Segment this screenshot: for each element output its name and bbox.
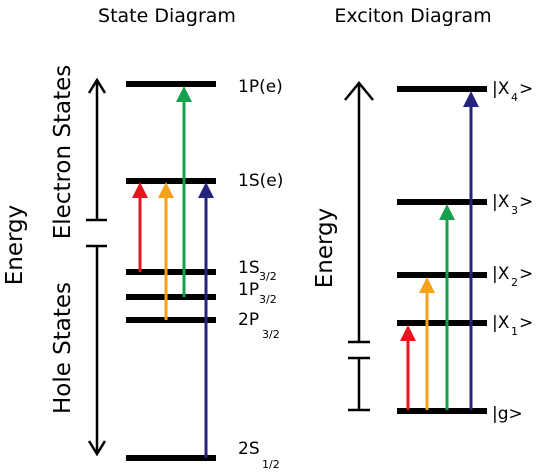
svg-text:3: 3 [511,204,518,217]
level-2p-3-2 [126,317,216,323]
svg-text:|X: |X [492,192,510,212]
level-1s-e [126,178,216,184]
exciton-diagram: Exciton Diagram Energy |X 4 [312,5,533,424]
label-1s-e: 1S(e) [238,171,283,191]
state-energy-label: Energy [2,205,28,286]
level-x4 [397,86,487,92]
transition-arrowhead-blue [198,182,214,198]
level-x3 [397,199,487,205]
label-x2: |X 2 > [492,264,533,289]
transition-arrowhead-red [132,182,148,198]
svg-text:1P: 1P [238,280,259,300]
exciton-energy-label: Energy [312,208,338,289]
label-1p-e: 1P(e) [238,77,283,97]
exciton-arrowhead-orange [419,277,435,293]
label-2s-1-2: 2S 1/2 [238,439,280,471]
svg-text:|X: |X [492,264,510,284]
svg-text:>: > [519,79,533,99]
electron-states-label: Electron States [50,65,76,240]
label-2p-3-2: 2P 3/2 [238,310,280,341]
level-x2 [397,272,487,278]
exciton-diagram-title: Exciton Diagram [334,5,491,27]
hole-energy-arrow [86,244,107,457]
svg-text:1/2: 1/2 [262,458,280,471]
label-1s-3-2: 1S 3/2 [238,258,277,283]
level-1s-3-2 [126,269,216,275]
exciton-arrowhead-red [400,325,416,341]
svg-text:>: > [519,264,533,284]
svg-text:4: 4 [511,91,518,104]
svg-text:2S: 2S [238,439,260,459]
svg-text:|X: |X [492,313,510,333]
exciton-arrowhead-blue [463,91,479,107]
transition-arrowhead-green [176,86,192,102]
label-x3: |X 3 > [492,192,533,217]
svg-text:3/2: 3/2 [259,293,277,306]
svg-text:3/2: 3/2 [262,328,280,341]
electron-energy-arrow [86,77,107,222]
svg-text:>: > [519,192,533,212]
svg-text:|X: |X [492,79,510,99]
state-diagram-title: State Diagram [98,5,236,27]
svg-text:3/2: 3/2 [259,270,277,283]
exciton-arrowhead-green [439,204,455,220]
svg-text:1S: 1S [238,258,260,278]
level-1p-e [126,81,216,87]
label-x4: |X 4 > [492,79,533,104]
svg-text:>: > [519,313,533,333]
label-x1: |X 1 > [492,313,533,338]
label-g: |g> [492,404,523,424]
hole-states-label: Hole States [50,282,76,414]
svg-text:2P: 2P [238,310,259,330]
svg-text:2: 2 [511,276,518,289]
transition-arrowhead-orange [158,182,174,198]
level-2s-1-2 [126,455,216,461]
level-1p-3-2 [126,294,216,300]
svg-text:1: 1 [511,325,518,338]
state-diagram: State Diagram Energy Electron States Hol… [2,5,283,471]
level-x1 [397,320,487,326]
label-1p-3-2: 1P 3/2 [238,280,277,306]
level-g [397,408,487,414]
exciton-energy-arrow [344,81,374,412]
